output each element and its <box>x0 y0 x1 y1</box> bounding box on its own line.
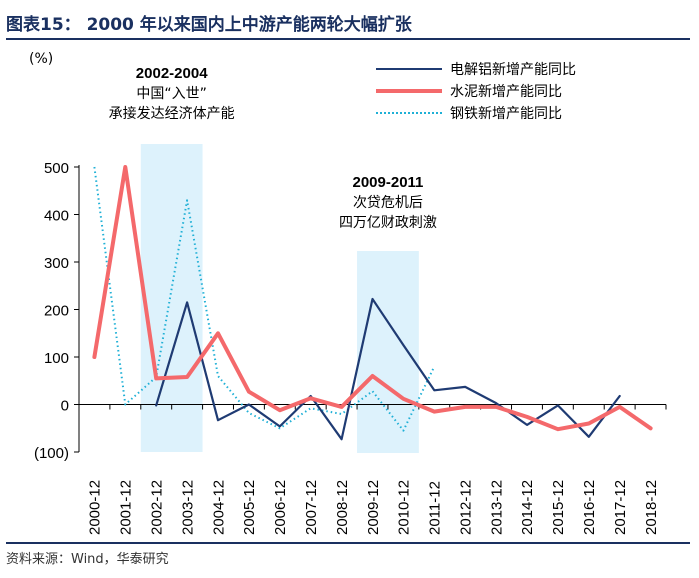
y-tick-label: 500 <box>44 160 69 177</box>
x-tick-label: 2013-12 <box>488 480 505 535</box>
series-line-水泥新增产能同比 <box>92 165 653 432</box>
x-tick-label: 2006-12 <box>272 480 289 535</box>
legend-item-aluminum: 电解铝新增产能同比 <box>376 58 576 80</box>
x-tick-label: 2014-12 <box>519 480 536 535</box>
x-tick-label: 2017-12 <box>612 480 629 535</box>
shaded-period-range: 2002-2004 <box>135 65 208 82</box>
x-tick-label: 2015-12 <box>550 480 567 535</box>
x-tick-label: 2005-12 <box>241 480 258 535</box>
legend-label: 电解铝新增产能同比 <box>450 62 576 78</box>
x-tick-label: 2002-12 <box>148 480 165 535</box>
series-line-电解铝新增产能同比 <box>155 297 621 441</box>
bottom-divider <box>6 542 690 544</box>
shaded-period-2002-2004 <box>140 144 203 452</box>
x-tick-label: 2012-12 <box>457 480 474 535</box>
legend-swatch-cement <box>376 89 442 93</box>
y-tick-label: 200 <box>44 303 69 320</box>
y-tick-label: 400 <box>44 208 69 225</box>
chart-legend: 电解铝新增产能同比 水泥新增产能同比 钢铁新增产能同比 <box>376 58 576 124</box>
y-tick-label: 0 <box>61 398 69 415</box>
shaded-period-2009-2011 <box>357 251 419 453</box>
shaded-period-note-line: 次贷危机后 <box>352 195 423 211</box>
legend-item-steel: 钢铁新增产能同比 <box>376 102 576 124</box>
source-note: 资料来源：Wind，华泰研究 <box>6 552 169 567</box>
x-tick-label: 2000-12 <box>87 480 104 535</box>
shaded-period-note-line: 承接发达经济体产能 <box>108 106 235 122</box>
x-tick-label: 2003-12 <box>179 480 196 535</box>
legend-swatch-aluminum <box>376 68 442 70</box>
legend-item-cement: 水泥新增产能同比 <box>376 80 576 102</box>
x-tick-label: 2011-12 <box>427 481 444 535</box>
x-tick-label: 2001-12 <box>118 480 135 535</box>
legend-label: 钢铁新增产能同比 <box>450 106 562 122</box>
x-tick-label: 2016-12 <box>581 480 598 535</box>
x-tick-label: 2009-12 <box>365 480 382 535</box>
x-tick-label: 2004-12 <box>210 480 227 535</box>
shaded-period-note-2002-2004: 2002-2004 中国“入世” 承接发达经济体产能 <box>72 64 272 124</box>
y-tick-label: 300 <box>44 255 69 272</box>
title-divider <box>6 38 690 40</box>
legend-swatch-steel <box>376 112 442 114</box>
y-axis-unit: (%) <box>29 51 54 67</box>
shaded-period-note-line: 四万亿财政刺激 <box>338 215 437 231</box>
x-tick-label: 2010-12 <box>396 480 413 535</box>
figure-title: 图表15： 2000 年以来国内上中游产能两轮大幅扩张 <box>6 15 412 35</box>
x-tick-label: 2008-12 <box>334 480 351 535</box>
x-tick-label: 2018-12 <box>643 480 660 535</box>
x-tick-label: 2007-12 <box>303 480 320 535</box>
shaded-period-note-line: 中国“入世” <box>136 86 207 102</box>
shaded-period-range: 2009-2011 <box>352 174 424 191</box>
y-tick-label: (100) <box>34 445 69 462</box>
shaded-period-note-2009-2011: 2009-2011 次贷危机后 四万亿财政刺激 <box>288 173 488 233</box>
legend-label: 水泥新增产能同比 <box>450 84 562 100</box>
y-tick-label: 100 <box>44 350 69 367</box>
